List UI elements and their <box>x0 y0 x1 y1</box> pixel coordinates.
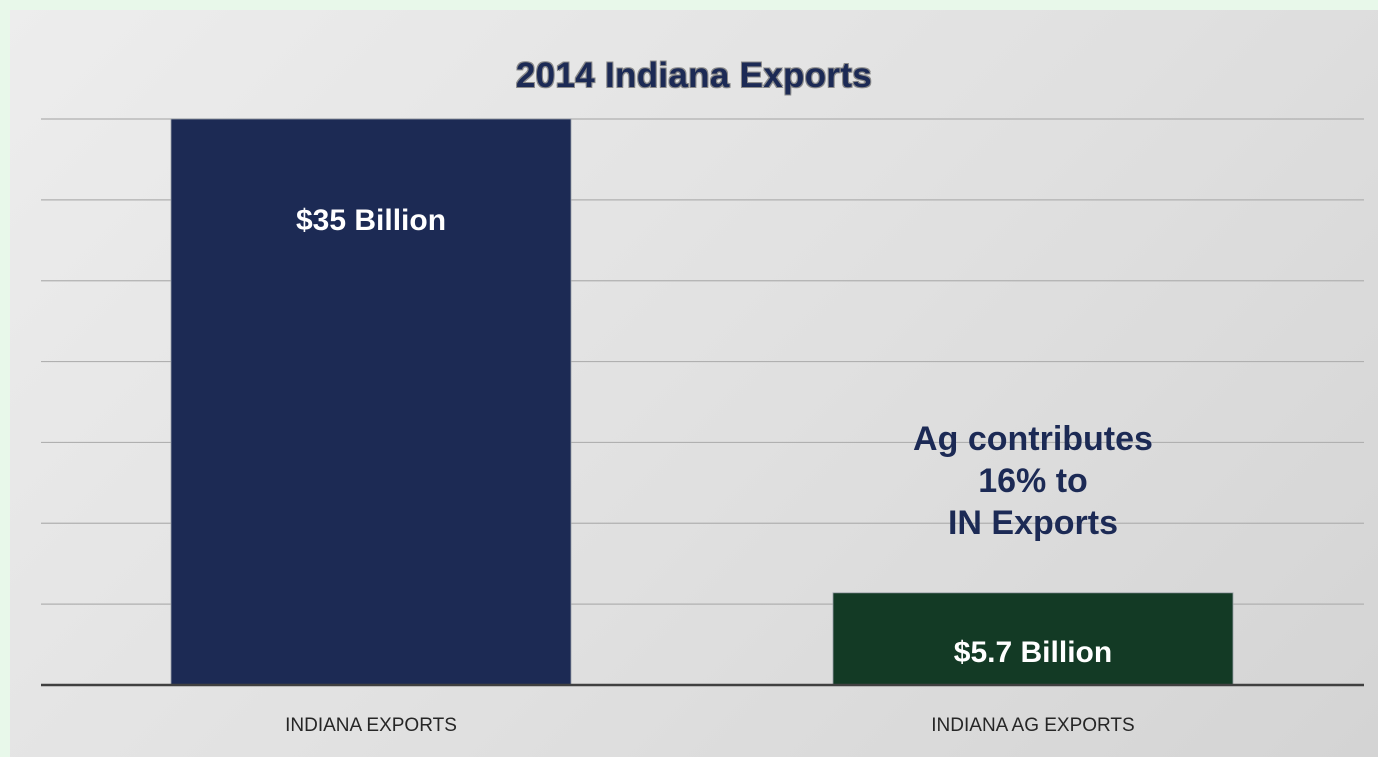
bar-indiana-exports <box>170 118 572 686</box>
bar-indiana-ag-exports <box>832 592 1234 686</box>
annotation-ag-contribution: Ag contributes 16% to IN Exports <box>913 420 1153 542</box>
chart-plot <box>41 118 1364 687</box>
category-label-indiana-exports: INDIANA EXPORTS <box>285 715 457 736</box>
chart-title: 2014 Indiana Exports <box>515 56 873 95</box>
category-label-indiana-ag-exports: INDIANA AG EXPORTS <box>931 715 1135 736</box>
data-label-indiana-exports: $35 Billion <box>295 204 447 237</box>
chart-panel: 2014 Indiana Exports $35 Billion $5.7 Bi… <box>10 10 1378 757</box>
data-label-indiana-ag-exports: $5.7 Billion <box>953 636 1113 669</box>
